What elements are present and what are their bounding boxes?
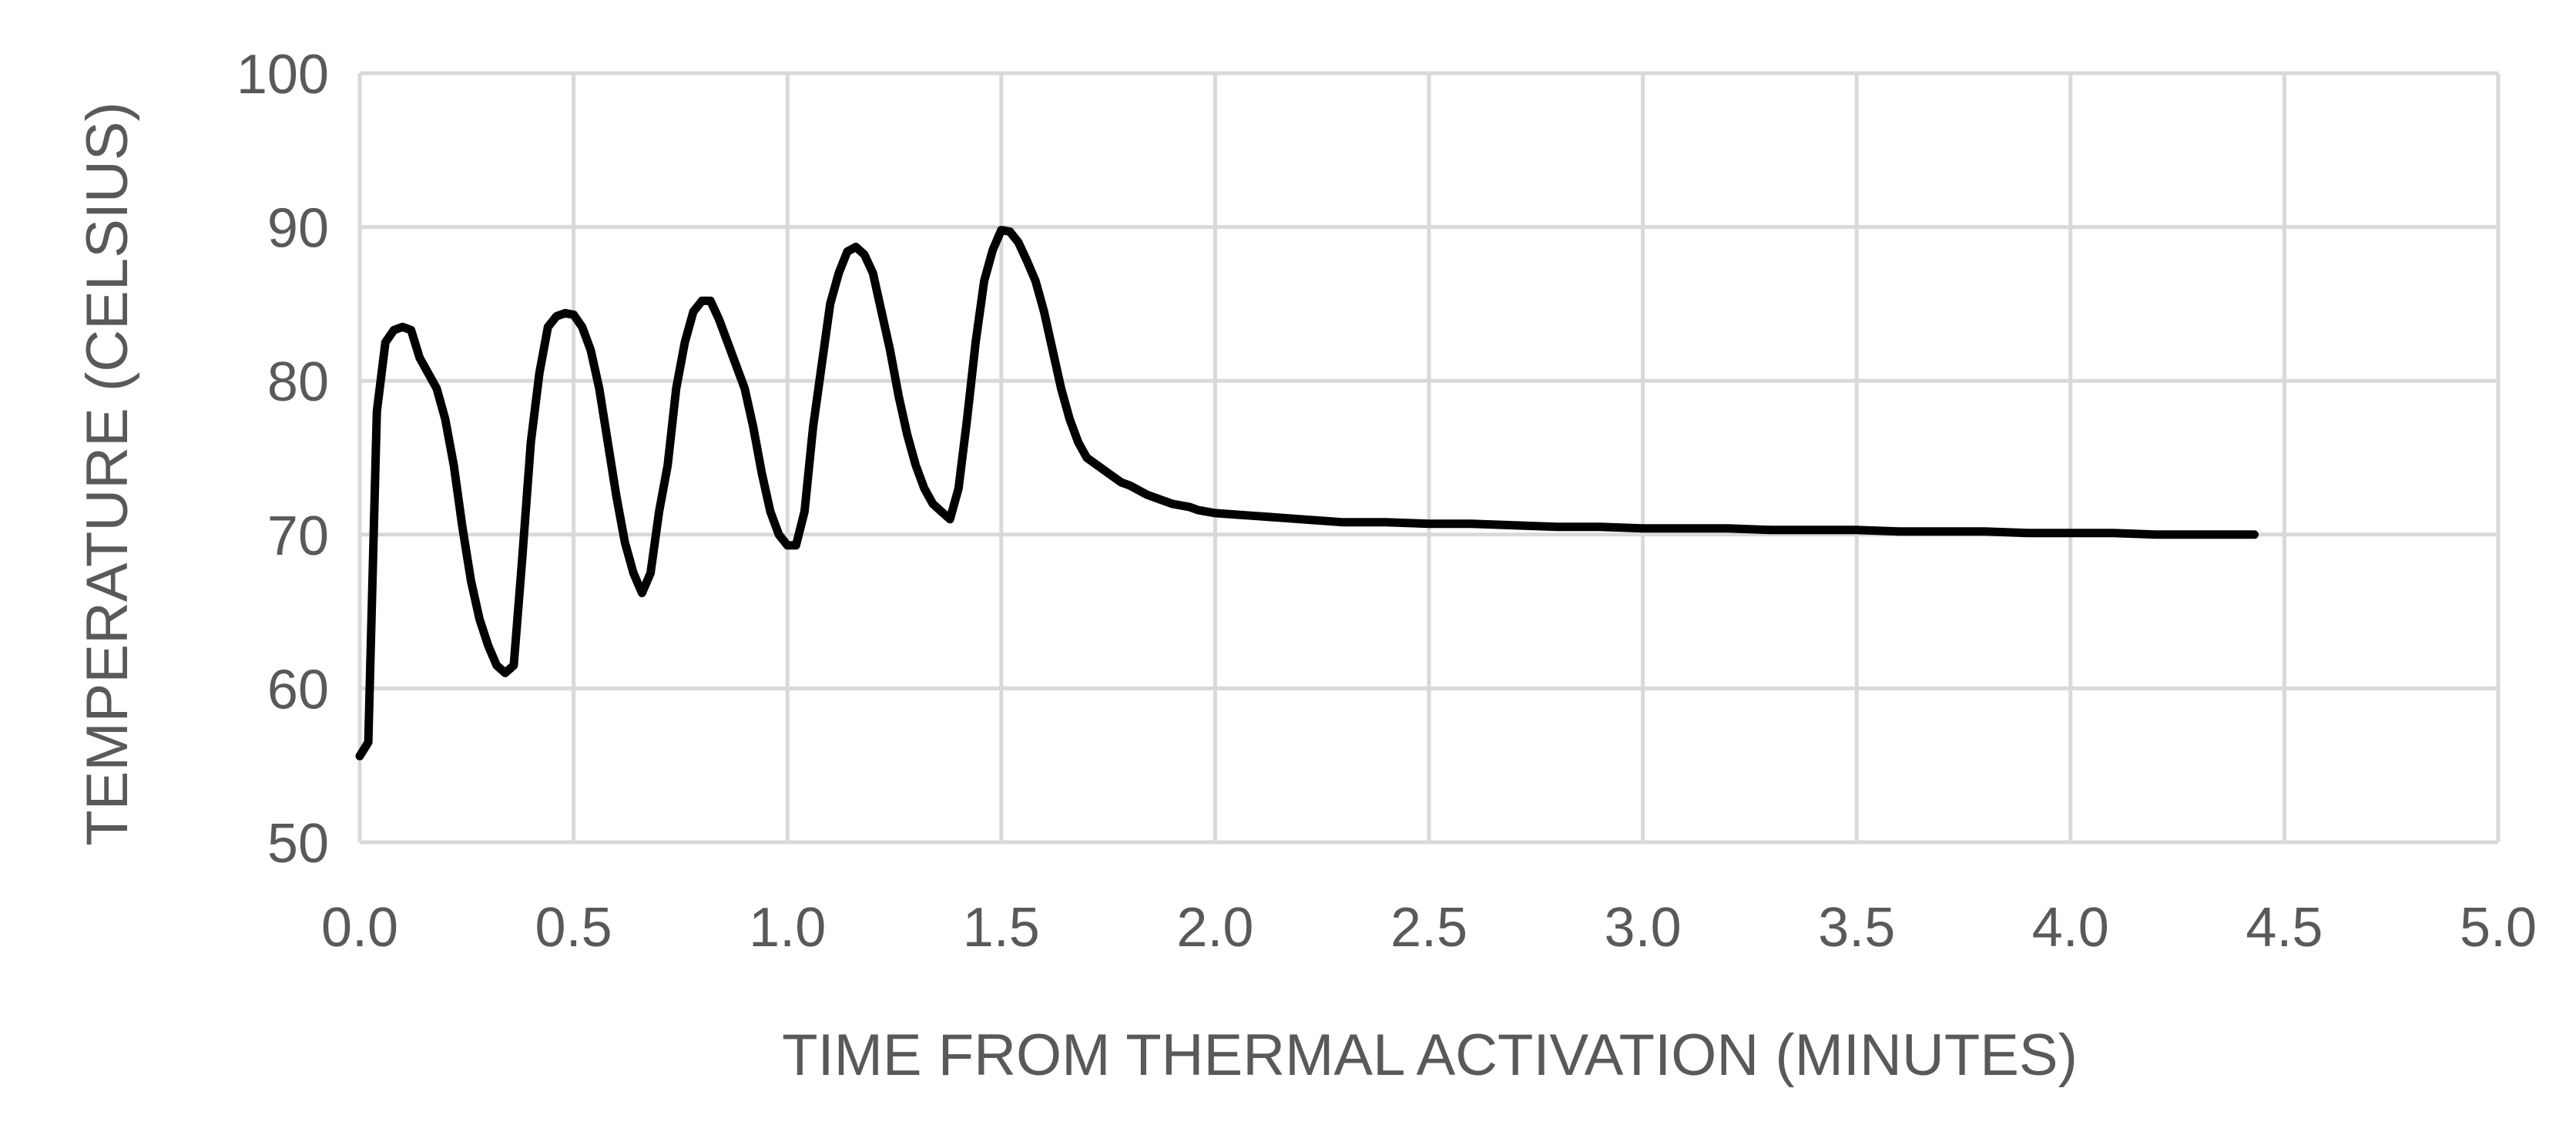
x-axis-ticks: 0.0 0.5 1.0 1.5 2.0 2.5 3.0 3.5 4.0 4.5 5.0 <box>321 897 2537 959</box>
temperature-series-line <box>355 226 2259 761</box>
x-tick-label: 4.0 <box>2032 897 2109 959</box>
x-tick-label: 1.0 <box>749 897 826 959</box>
y-tick-label: 90 <box>267 198 329 260</box>
x-axis-title: TIME FROM THERMAL ACTIVATION (MINUTES) <box>782 1023 2078 1088</box>
y-axis-title: TEMPERATURE (CELSIUS) <box>75 102 140 846</box>
x-tick-label: 4.5 <box>2246 897 2323 959</box>
y-tick-label: 100 <box>236 44 329 106</box>
y-tick-label: 80 <box>267 351 329 413</box>
y-tick-label: 70 <box>267 505 329 567</box>
x-tick-label: 2.5 <box>1390 897 1467 959</box>
x-tick-label: 5.0 <box>2460 897 2537 959</box>
x-tick-label: 3.5 <box>1818 897 1895 959</box>
x-tick-label: 3.0 <box>1605 897 1682 959</box>
x-tick-label: 0.0 <box>321 897 398 959</box>
x-tick-label: 0.5 <box>535 897 612 959</box>
x-tick-label: 2.0 <box>1176 897 1253 959</box>
y-tick-label: 60 <box>267 659 329 720</box>
y-axis-ticks: 50 60 70 80 90 100 <box>236 44 329 875</box>
y-tick-label: 50 <box>267 813 329 875</box>
gridlines <box>357 71 2501 845</box>
x-tick-label: 1.5 <box>963 897 1040 959</box>
